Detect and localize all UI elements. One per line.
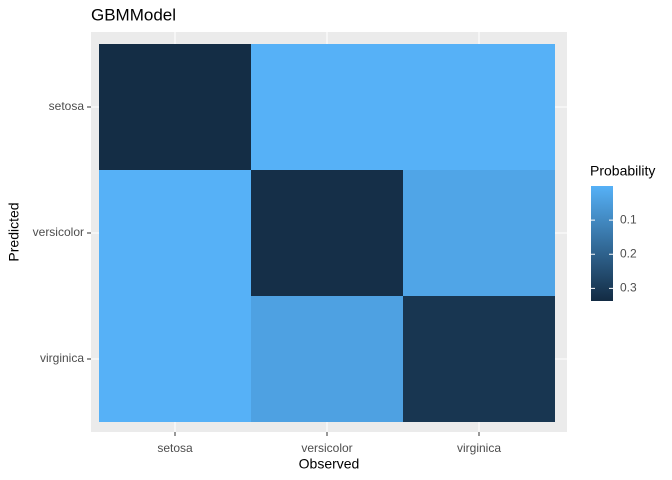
x-tick-label: setosa (157, 441, 193, 455)
heatmap-cell (99, 44, 251, 170)
x-tick-label: virginica (457, 441, 501, 455)
y-tick-label: setosa (49, 99, 85, 113)
chart-title: GBMModel (91, 5, 176, 24)
heatmap-cell (403, 296, 555, 422)
y-tick-label: versicolor (33, 225, 84, 239)
colorbar-tick-label: 0.1 (620, 212, 637, 226)
y-axis-title: Predicted (6, 202, 22, 261)
heatmap-cell (251, 296, 403, 422)
heatmap-cell (403, 44, 555, 170)
colorbar-tick-label: 0.3 (620, 281, 637, 295)
y-tick-label: virginica (40, 351, 84, 365)
legend-title: Probability (590, 163, 655, 179)
heatmap-cell (99, 296, 251, 422)
x-axis-title: Observed (299, 456, 360, 472)
colorbar (591, 186, 613, 301)
x-tick-label: versicolor (301, 441, 352, 455)
heatmap-cell (251, 44, 403, 170)
colorbar-tick-label: 0.2 (620, 246, 637, 260)
heatmap-cell (251, 170, 403, 296)
heatmap-cell (99, 170, 251, 296)
heatmap-cell (403, 170, 555, 296)
